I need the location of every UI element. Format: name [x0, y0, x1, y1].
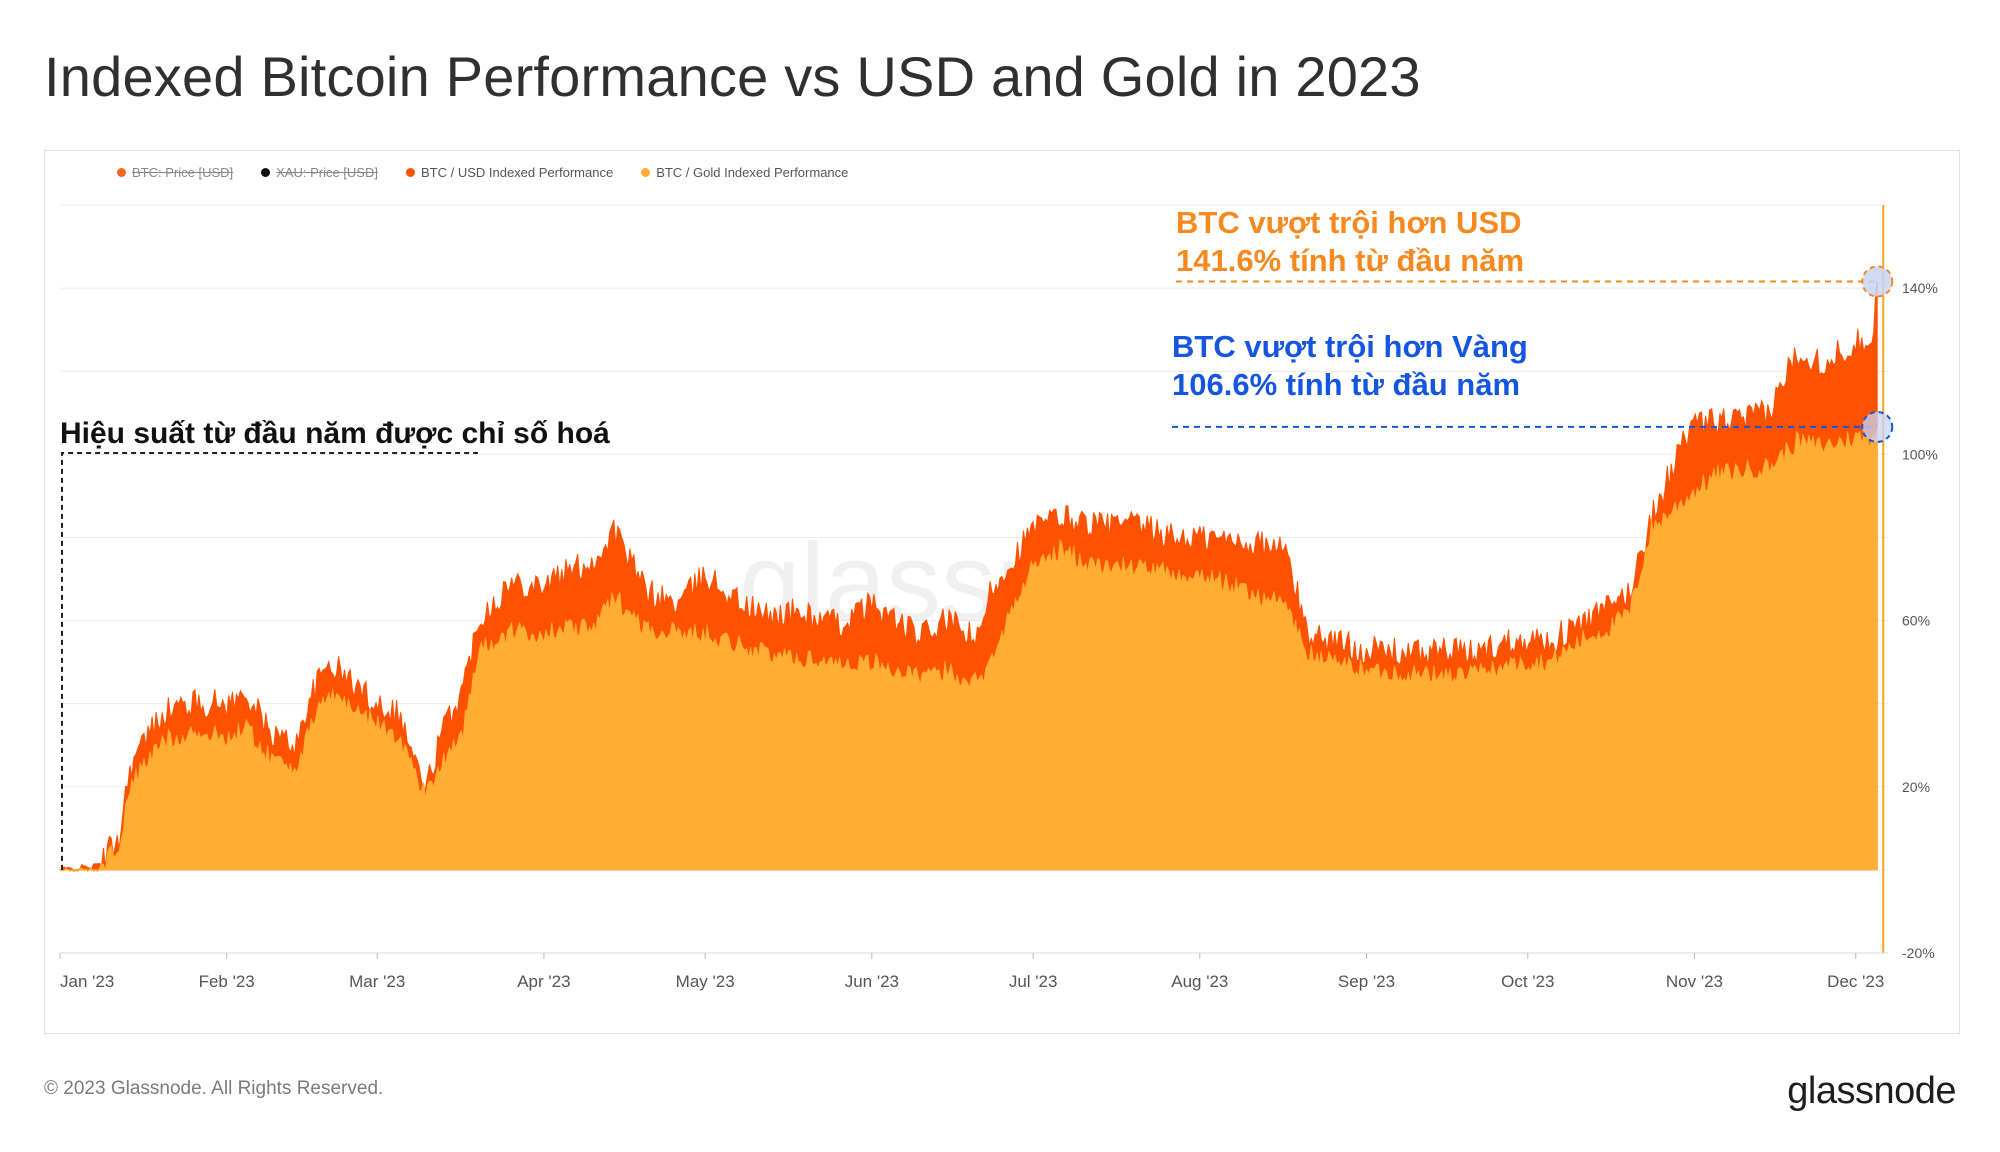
usd-highlight-circle	[1861, 265, 1894, 298]
legend-item-xau-price[interactable]: XAU: Price [USD]	[261, 165, 378, 180]
area-layer	[59, 281, 1878, 873]
legend-label: BTC / USD Indexed Performance	[420, 165, 614, 180]
annotation-usd-line1: BTC vượt trội hơn USD	[1176, 205, 1522, 240]
x-tick-label: Jul '23	[1009, 972, 1058, 991]
x-tick-label: Jun '23	[845, 972, 899, 991]
legend-label: BTC / Gold Indexed Performance	[656, 165, 849, 180]
annotation-btc-vs-usd: BTC vượt trội hơn USD 141.6% tính từ đầu…	[1176, 204, 1524, 280]
legend-label: BTC: Price [USD]	[132, 165, 234, 180]
legend-swatch	[117, 168, 126, 177]
x-tick-label: Apr '23	[517, 972, 570, 991]
legend-swatch	[405, 168, 415, 177]
annotation-gold-line2: 106.6% tính từ đầu năm	[1172, 367, 1521, 402]
x-tick-label: Jan '23	[60, 972, 114, 991]
annotation-gold-line1: BTC vượt trội hơn Vàng	[1172, 329, 1528, 364]
legend-swatch	[261, 168, 271, 177]
y-tick-label: 140%	[1902, 280, 1938, 296]
chart-legend: BTC: Price [USD] XAU: Price [USD] BTC / …	[117, 165, 848, 180]
y-tick-label: 60%	[1902, 613, 1930, 629]
legend-label: XAU: Price [USD]	[276, 165, 378, 180]
x-tick-label: Sep '23	[1338, 972, 1395, 991]
annotation-indexed-performance: Hiệu suất từ đầu năm được chỉ số hoá	[60, 417, 610, 450]
indexed-bracket	[61, 452, 478, 870]
x-tick-label: Mar '23	[349, 972, 405, 991]
y-tick-label: 20%	[1902, 779, 1930, 795]
x-tick-label: Oct '23	[1501, 972, 1554, 991]
x-tick-label: Dec '23	[1827, 972, 1884, 991]
y-tick-label: 100%	[1902, 446, 1938, 462]
x-tick-label: May '23	[676, 972, 735, 991]
overlay-layer	[61, 205, 1894, 953]
legend-item-btc-price[interactable]: BTC: Price [USD]	[117, 165, 233, 180]
x-tick-label: Nov '23	[1666, 972, 1723, 991]
gold-highlight-circle	[1861, 410, 1894, 443]
legend-item-btc-gold-indexed[interactable]: BTC / Gold Indexed Performance	[641, 165, 848, 180]
series-area-btc-gold	[59, 426, 1878, 873]
axis-layer: 140% 100% 60% 20% -20% Jan '23 Feb '23 Mar '23 A…	[59, 280, 1938, 991]
annotation-usd-line2: 141.6% tính từ đầu năm	[1176, 243, 1525, 278]
copyright-text: © 2023 Glassnode. All Rights Reserved.	[44, 1078, 384, 1099]
glassnode-logo: glassnode	[1787, 1070, 1956, 1112]
legend-item-btc-usd-indexed[interactable]: BTC / USD Indexed Performance	[405, 165, 614, 180]
x-tick-label: Feb '23	[199, 972, 255, 991]
y-tick-label: -20%	[1902, 945, 1935, 961]
annotation-btc-vs-gold: BTC vượt trội hơn Vàng 106.6% tính từ đầ…	[1172, 328, 1528, 404]
page-title: Indexed Bitcoin Performance vs USD and G…	[44, 45, 1421, 108]
legend-swatch	[641, 168, 651, 177]
x-tick-label: Aug '23	[1171, 972, 1228, 991]
